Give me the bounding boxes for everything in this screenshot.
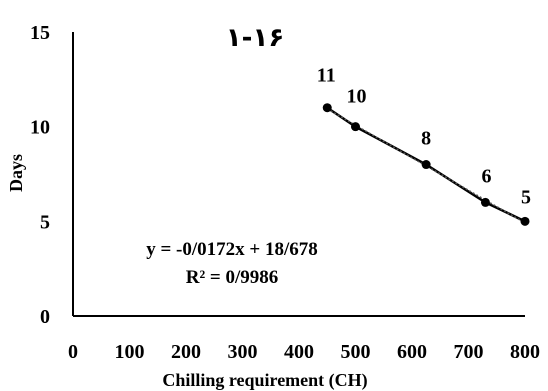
data-point [480, 197, 490, 207]
x-tick-label: 600 [397, 341, 427, 363]
x-tick-label: 0 [68, 341, 78, 363]
y-tick-label: 0 [40, 306, 50, 328]
y-tick-label: 15 [30, 22, 50, 44]
data-label: 10 [347, 86, 367, 108]
trendline-equation: y = -0/0172x + 18/678 [146, 239, 318, 260]
data-point [351, 122, 360, 132]
y-axis-title: Days [6, 154, 26, 192]
chart-title: ۱-۱۶ [226, 23, 284, 53]
data-label: 8 [421, 128, 431, 150]
data-point [520, 216, 530, 226]
x-tick-label: 100 [115, 341, 145, 363]
x-tick-label: 800 [510, 341, 540, 363]
trendline-r-squared: R² = 0/9986 [186, 267, 279, 288]
y-tick-labels: 0 5 10 15 [30, 22, 50, 328]
x-tick-label: 400 [284, 341, 314, 363]
x-tick-label: 200 [171, 341, 201, 363]
x-tick-labels: 0 100 200 300 400 500 600 700 800 [68, 341, 540, 363]
data-points [322, 103, 530, 226]
data-label: 5 [521, 186, 531, 208]
y-tick-label: 10 [30, 117, 50, 139]
x-tick-label: 300 [228, 341, 258, 363]
y-tick-label: 5 [40, 211, 50, 233]
data-label: 11 [317, 65, 336, 87]
data-labels: 11 10 8 6 5 [317, 65, 531, 209]
data-point [421, 160, 431, 170]
x-tick-label: 700 [454, 341, 484, 363]
x-axis-title: Chilling requirement (CH) [162, 370, 367, 391]
data-label: 6 [481, 165, 491, 187]
x-tick-label: 500 [341, 341, 371, 363]
data-point [322, 103, 332, 113]
